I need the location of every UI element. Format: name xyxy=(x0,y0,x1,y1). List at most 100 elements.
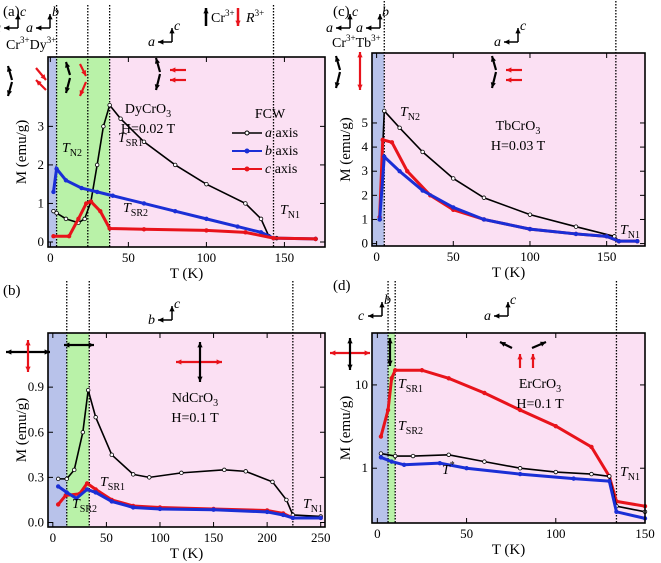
ion-name: Tb xyxy=(356,36,372,51)
data-point xyxy=(571,476,576,481)
subscript: N1 xyxy=(311,504,323,515)
data-point xyxy=(93,415,98,420)
data-point xyxy=(141,227,147,232)
arrow-head xyxy=(170,77,176,83)
legend-marker xyxy=(244,130,250,136)
field-label: H=0.1 T xyxy=(171,411,219,426)
axis-letter: a xyxy=(494,35,501,50)
arrow-head xyxy=(506,77,512,83)
data-point xyxy=(51,189,56,195)
field-label: H=0.03 T xyxy=(491,139,546,154)
y-tick-label: 0.6 xyxy=(28,424,45,439)
compound-subscript: 3 xyxy=(556,384,561,395)
data-point xyxy=(130,472,136,477)
x-axis-label: T (K) xyxy=(492,265,525,281)
data-point xyxy=(607,478,612,484)
symbol: T xyxy=(398,377,407,392)
axis-letter: c xyxy=(352,5,359,20)
series-line-c-axis xyxy=(53,199,316,241)
data-point xyxy=(109,452,114,458)
data-point xyxy=(147,475,152,480)
data-point xyxy=(51,234,56,239)
data-point xyxy=(94,162,100,168)
data-point xyxy=(573,224,579,229)
subscript: N2 xyxy=(70,148,82,159)
panel-d: 0 50 100 150 1 10 T (K) M (emu/g) (d) ErCrO3 H=0.1… xyxy=(333,278,655,558)
arrow-head xyxy=(364,350,370,356)
y-tick-label: 1 xyxy=(362,460,369,475)
arrow-head xyxy=(44,349,50,355)
arrow-head xyxy=(330,350,336,356)
arrow-head xyxy=(490,82,496,88)
transition-annotation: TSR1 xyxy=(398,377,423,395)
arrow-head xyxy=(347,364,353,370)
superscript: * xyxy=(450,460,455,471)
data-point xyxy=(80,430,86,435)
data-point xyxy=(54,210,59,216)
data-point xyxy=(172,208,178,214)
data-point xyxy=(405,169,410,174)
legend-entry: c axis xyxy=(265,162,297,177)
data-point xyxy=(481,217,487,222)
data-point xyxy=(420,188,425,193)
x-tick-label: 50 xyxy=(447,249,460,264)
arrow-head xyxy=(357,52,363,58)
transition-annotation: TN1 xyxy=(620,223,640,241)
data-point xyxy=(110,193,115,198)
data-point xyxy=(614,509,619,514)
compound-name: DyCrO xyxy=(125,102,166,117)
crystal-axes-icon: ac xyxy=(326,5,359,36)
series-line-a-axis xyxy=(58,389,321,518)
arrow-head xyxy=(64,342,70,348)
data-point xyxy=(79,185,84,191)
data-point xyxy=(397,125,402,130)
data-point xyxy=(604,234,609,239)
compound-label: ErCrO3 xyxy=(519,377,561,395)
transition-annotation: TN1 xyxy=(620,465,640,483)
data-point xyxy=(76,216,81,222)
symbol: T xyxy=(280,203,289,218)
y-tick-label: 2 xyxy=(362,187,369,202)
data-point xyxy=(401,462,407,467)
compound-subscript: 3 xyxy=(213,398,218,409)
symbol: T xyxy=(118,131,127,146)
arrow-head xyxy=(40,74,46,80)
compound-name: TbCrO xyxy=(496,119,536,134)
plot-frame xyxy=(371,52,646,247)
data-point xyxy=(51,208,56,214)
legend-title: FCW xyxy=(255,107,286,122)
data-point xyxy=(141,139,147,144)
x-tick-label: 150 xyxy=(275,250,295,265)
data-point xyxy=(553,469,558,475)
arrow-head xyxy=(197,342,203,348)
arrow-head xyxy=(347,14,353,20)
subscript: N2 xyxy=(408,112,420,123)
data-point xyxy=(635,238,640,244)
arrow-head xyxy=(517,354,523,360)
arrow-head xyxy=(64,87,70,93)
arrow-head xyxy=(25,340,31,346)
compound-label: DyCrO3 xyxy=(125,102,171,120)
data-point xyxy=(553,423,558,429)
x-tick-label: 100 xyxy=(546,526,566,541)
data-point xyxy=(172,162,178,168)
symbol: T xyxy=(72,497,81,512)
arrow-head xyxy=(540,341,546,347)
ion-labels: Cr3+Tb3+ xyxy=(332,33,381,51)
ion-name: R xyxy=(245,11,255,26)
axis-letter: b xyxy=(384,293,391,308)
phase-region-low xyxy=(48,57,57,247)
y-tick-label: 0.9 xyxy=(28,379,44,394)
symbol: T xyxy=(400,105,409,120)
arrow-head xyxy=(6,66,12,72)
data-point xyxy=(157,506,163,512)
data-point xyxy=(235,224,240,229)
x-tick-label: 0 xyxy=(374,526,381,541)
data-point xyxy=(389,376,394,381)
arrow-head xyxy=(81,70,86,76)
data-point xyxy=(573,231,579,237)
data-point xyxy=(419,368,425,373)
transition-annotation: T* xyxy=(442,460,455,478)
data-point xyxy=(243,230,248,235)
transition-annotation: TSR2 xyxy=(123,201,148,219)
